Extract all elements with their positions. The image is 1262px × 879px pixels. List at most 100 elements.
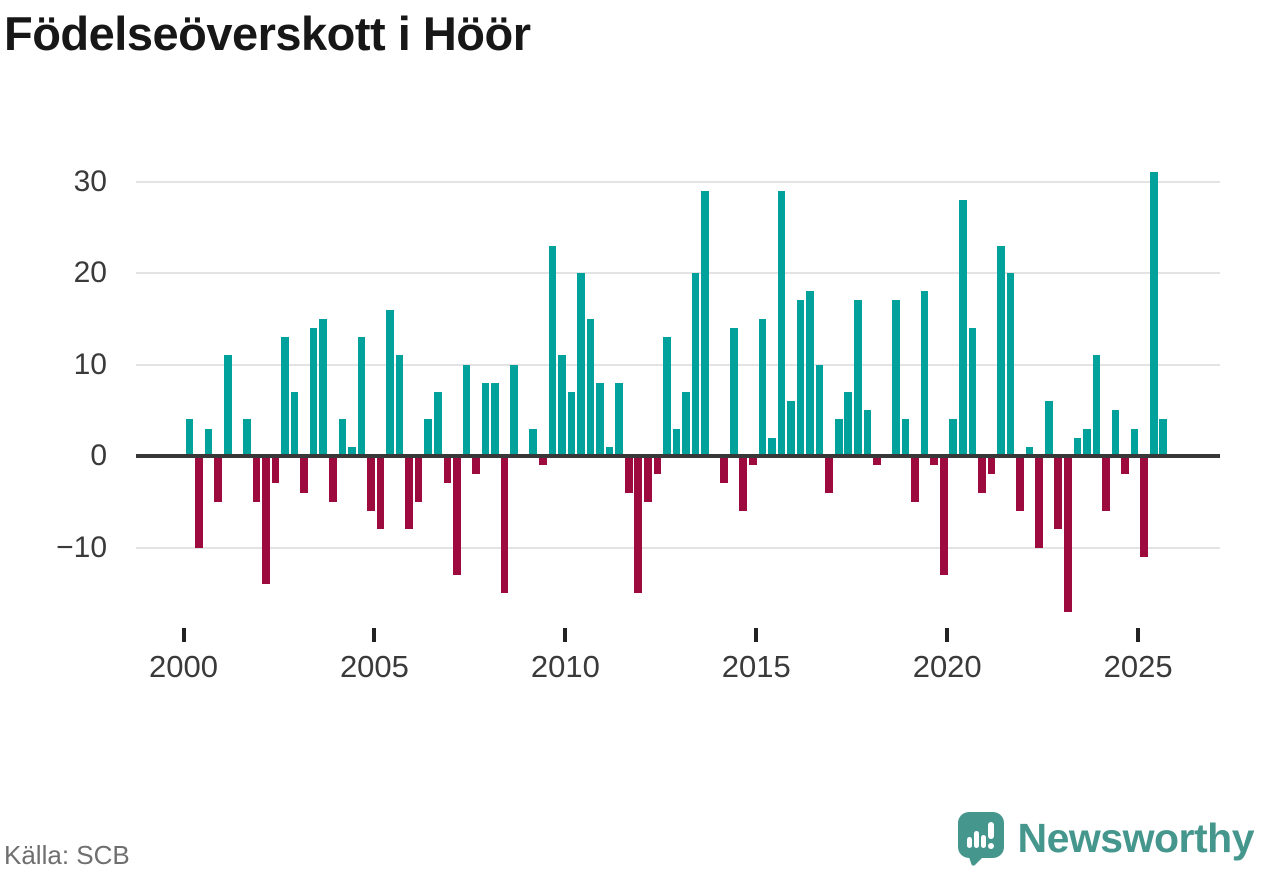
- bar-2011-q4: [634, 456, 643, 594]
- bar-2024-q4: [1130, 428, 1139, 456]
- gridline: [136, 180, 1220, 183]
- bar-2000-q3: [204, 428, 213, 456]
- bar-2017-q3: [854, 300, 862, 456]
- bar-2014-q3: [739, 456, 748, 511]
- bar-2005-q4: [405, 456, 413, 530]
- bar-2015-q4: [787, 401, 795, 456]
- bar-2001-q4: [252, 456, 261, 502]
- source-label: Källa: SCB: [4, 840, 130, 870]
- bar-2023-q2: [1073, 437, 1082, 456]
- bar-2022-q2: [1035, 456, 1043, 548]
- bar-2017-q1: [834, 419, 843, 456]
- bar-2018-q1: [873, 456, 881, 466]
- bar-2013-q3: [701, 190, 709, 456]
- bar-2006-q3: [433, 391, 442, 456]
- bar-2012-q2: [653, 456, 662, 475]
- bar-2012-q1: [644, 456, 652, 502]
- bar-2014-q1: [720, 456, 728, 484]
- bar-2020-q3: [968, 327, 977, 456]
- bar-2011-q2: [615, 382, 623, 456]
- bar-2004-q1: [338, 419, 347, 456]
- bar-2016-q4: [825, 456, 833, 493]
- x-axis-tick-label: 2000: [149, 649, 218, 684]
- gridline: [136, 272, 1220, 274]
- bar-2017-q2: [844, 391, 853, 456]
- y-axis-tick-label: 0: [90, 439, 107, 472]
- bar-2005-q1: [376, 456, 385, 530]
- bar-2001-q3: [243, 419, 251, 456]
- bar-2002-q1: [262, 456, 270, 585]
- bar-2014-q4: [749, 456, 757, 466]
- bar-2006-q4: [443, 456, 452, 484]
- bar-2016-q3: [815, 364, 824, 456]
- bar-2014-q2: [729, 327, 738, 456]
- y-axis-tick-label: 20: [73, 256, 107, 289]
- bar-2016-q2: [806, 291, 814, 456]
- bar-2025-q2: [1149, 172, 1158, 456]
- bar-2018-q4: [901, 419, 910, 456]
- bar-2025-q1: [1140, 456, 1148, 557]
- bar-2001-q1: [223, 355, 232, 456]
- bar-2012-q3: [663, 337, 671, 456]
- x-axis-tick: [945, 628, 950, 642]
- bar-2019-q1: [911, 456, 919, 502]
- bar-2020-q2: [959, 199, 967, 456]
- bar-2008-q3: [510, 364, 518, 456]
- bar-2024-q3: [1121, 456, 1129, 475]
- x-axis-tick-label: 2005: [339, 649, 409, 684]
- newsworthy-logo-icon: [956, 810, 1006, 866]
- bar-2012-q4: [672, 428, 681, 456]
- bar-2020-q4: [978, 456, 986, 493]
- bar-2024-q1: [1102, 456, 1110, 511]
- bar-2013-q1: [682, 391, 690, 456]
- x-axis-tick: [754, 628, 759, 642]
- bar-2010-q2: [577, 273, 585, 456]
- bar-2021-q2: [997, 245, 1005, 456]
- brand-name: Newsworthy: [1017, 814, 1255, 861]
- bar-2000-q2: [195, 456, 203, 548]
- x-axis-tick-label: 2010: [530, 649, 600, 684]
- bar-2021-q3: [1006, 273, 1015, 456]
- bar-2009-q1: [529, 428, 538, 456]
- bar-2018-q3: [892, 300, 900, 456]
- bar-2007-q2: [462, 364, 471, 456]
- bar-2021-q1: [987, 456, 996, 475]
- bar-2003-q2: [309, 327, 318, 456]
- bar-2006-q2: [424, 419, 433, 456]
- bar-2022-q1: [1025, 446, 1034, 456]
- y-axis-tick-label: 10: [73, 347, 107, 381]
- chart-title: Födelseöverskott i Höör: [4, 7, 531, 60]
- bar-2003-q3: [319, 318, 328, 456]
- bar-2000-q1: [185, 419, 194, 456]
- bar-2017-q4: [863, 410, 872, 456]
- bar-2004-q4: [367, 456, 375, 511]
- bar-2003-q1: [300, 456, 308, 493]
- x-axis-tick-label: 2025: [1103, 649, 1173, 684]
- gridline: [136, 546, 1220, 549]
- bar-2021-q4: [1016, 456, 1024, 511]
- bar-2009-q2: [539, 456, 547, 466]
- x-axis-tick: [181, 628, 186, 642]
- bar-2007-q3: [472, 456, 480, 475]
- brand-logo: Newsworthy: [956, 810, 1255, 866]
- bar-2002-q4: [290, 391, 299, 456]
- bar-2024-q2: [1111, 410, 1120, 456]
- bar-2010-q1: [567, 391, 576, 456]
- bar-2015-q3: [777, 190, 786, 456]
- bar-2002-q2: [271, 456, 280, 484]
- x-axis-tick-label: 2015: [721, 649, 791, 684]
- y-axis-tick-label: 30: [73, 164, 107, 198]
- bar-2016-q1: [796, 300, 805, 456]
- bar-2003-q4: [328, 456, 337, 502]
- bar-2009-q3: [548, 245, 557, 456]
- bar-2010-q4: [596, 382, 604, 456]
- bar-2020-q1: [949, 419, 958, 456]
- bar-2004-q2: [348, 446, 356, 456]
- x-axis-tick: [563, 628, 568, 642]
- bar-2008-q2: [500, 456, 509, 594]
- bar-2000-q4: [214, 456, 223, 502]
- bar-2022-q3: [1044, 401, 1053, 456]
- bar-2013-q2: [691, 273, 700, 456]
